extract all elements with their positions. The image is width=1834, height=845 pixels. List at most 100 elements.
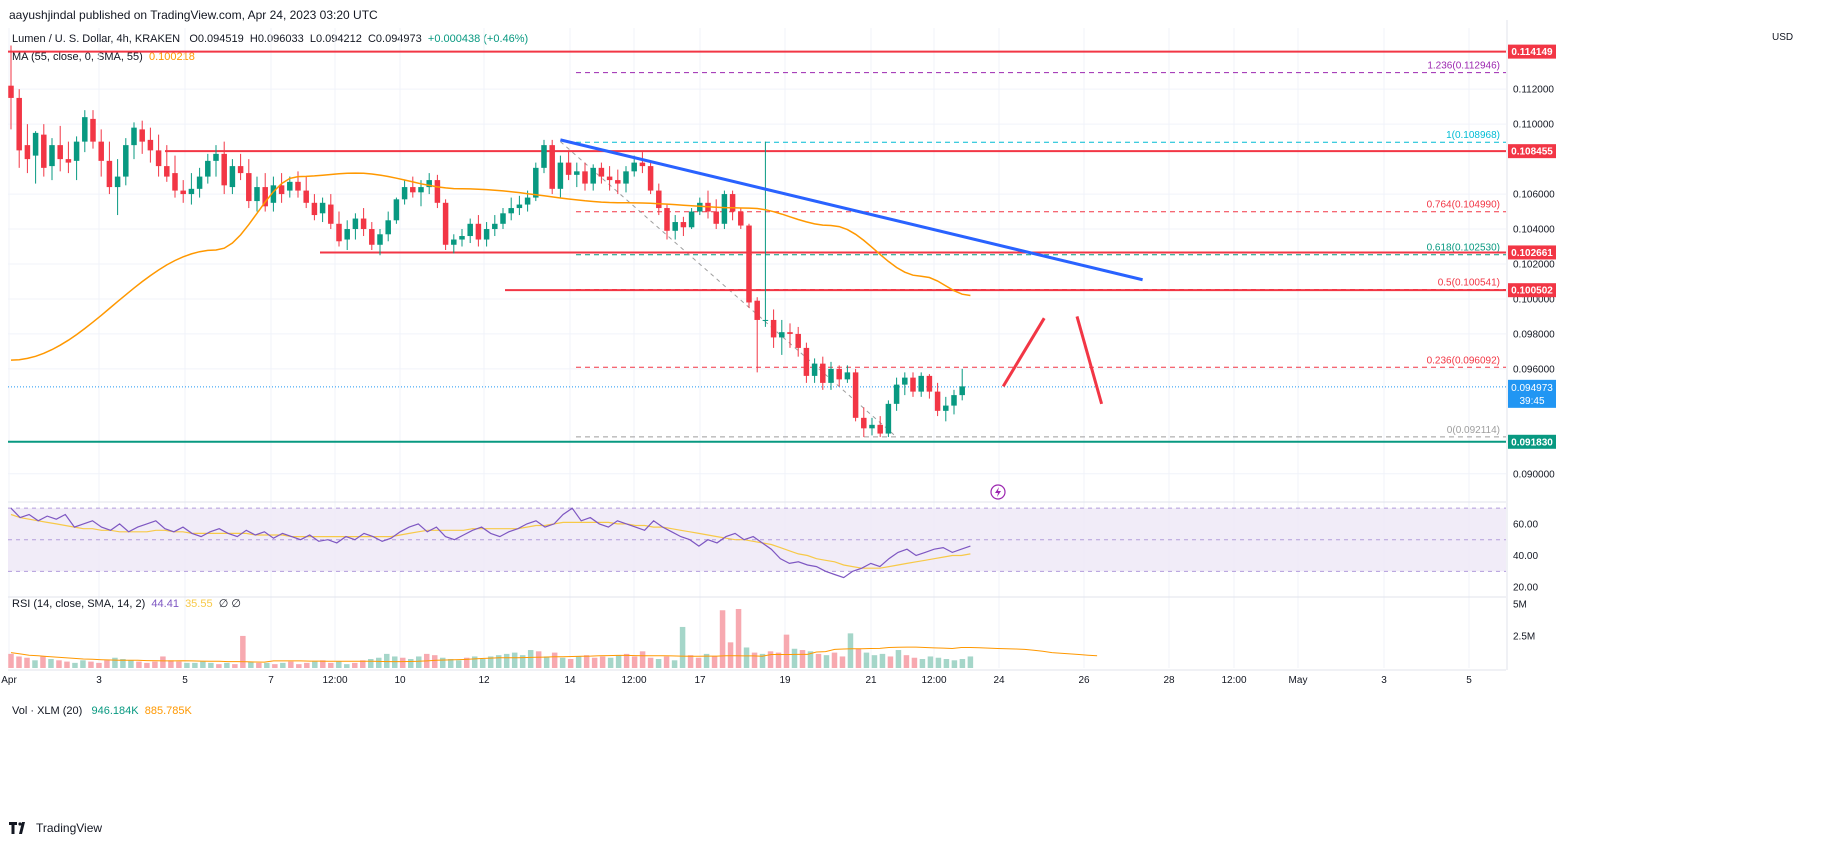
candle[interactable]	[705, 190, 711, 219]
candle[interactable]	[8, 45, 14, 130]
candle[interactable]	[787, 323, 793, 348]
candle[interactable]	[172, 155, 178, 198]
candle[interactable]	[287, 176, 293, 198]
candle[interactable]	[770, 309, 777, 348]
candle[interactable]	[352, 213, 359, 240]
candle[interactable]	[893, 377, 900, 411]
ma-label[interactable]: MA (55, close, 0, SMA, 55)	[12, 51, 143, 63]
candle[interactable]	[229, 159, 236, 195]
candle[interactable]	[811, 358, 818, 383]
fib-trend-line[interactable]	[560, 141, 897, 438]
candle[interactable]	[180, 180, 186, 203]
candle[interactable]	[508, 197, 514, 221]
candle[interactable]	[360, 208, 367, 237]
candle[interactable]	[951, 389, 957, 415]
candle[interactable]	[319, 197, 326, 223]
candle[interactable]	[246, 159, 252, 209]
candle[interactable]	[738, 208, 744, 230]
candle[interactable]	[943, 396, 949, 422]
candle[interactable]	[295, 171, 301, 198]
candle[interactable]	[41, 124, 47, 177]
candle[interactable]	[852, 368, 859, 422]
candle[interactable]	[762, 141, 769, 327]
candle[interactable]	[123, 138, 129, 186]
candle[interactable]	[729, 190, 736, 221]
candle[interactable]	[565, 150, 572, 181]
candle[interactable]	[844, 365, 851, 383]
candle[interactable]	[918, 372, 924, 397]
candle[interactable]	[713, 199, 719, 230]
candle[interactable]	[934, 382, 941, 417]
candle[interactable]	[139, 120, 145, 154]
candle[interactable]	[549, 139, 555, 195]
candle[interactable]	[885, 400, 892, 438]
candle[interactable]	[475, 215, 482, 247]
candle[interactable]	[828, 361, 834, 390]
candle[interactable]	[426, 173, 432, 195]
candle[interactable]	[541, 139, 547, 174]
candle[interactable]	[369, 222, 375, 251]
candle[interactable]	[114, 159, 121, 216]
candle[interactable]	[803, 342, 810, 383]
candle[interactable]	[467, 218, 473, 244]
candle[interactable]	[278, 173, 285, 203]
candle[interactable]	[303, 176, 309, 209]
candle[interactable]	[606, 166, 613, 191]
candle[interactable]	[254, 176, 260, 212]
candle[interactable]	[188, 173, 195, 205]
rsi-line[interactable]	[10, 507, 971, 579]
candle[interactable]	[401, 180, 408, 205]
candle[interactable]	[500, 208, 506, 230]
candle[interactable]	[647, 162, 654, 195]
candle[interactable]	[336, 211, 342, 247]
candle[interactable]	[385, 211, 391, 242]
candle[interactable]	[32, 131, 39, 184]
candle[interactable]	[492, 215, 498, 237]
candle[interactable]	[410, 176, 416, 198]
candle[interactable]	[237, 153, 244, 181]
candle[interactable]	[557, 155, 564, 198]
volume-label[interactable]: Vol · XLM (20)	[12, 705, 83, 717]
candle[interactable]	[688, 208, 695, 230]
candle[interactable]	[57, 125, 63, 172]
candle[interactable]	[164, 145, 170, 182]
candle[interactable]	[16, 89, 22, 168]
candle[interactable]	[795, 326, 801, 357]
candle[interactable]	[221, 141, 227, 195]
candle[interactable]	[656, 183, 662, 216]
tradingview-footer[interactable]: TradingView	[9, 821, 102, 835]
candle[interactable]	[516, 195, 523, 216]
candle[interactable]	[959, 368, 965, 401]
candle[interactable]	[574, 162, 580, 188]
candle[interactable]	[664, 204, 670, 240]
candle[interactable]	[459, 229, 465, 247]
candle[interactable]	[672, 215, 678, 240]
rsi-label[interactable]: RSI (14, close, SMA, 14, 2)	[12, 598, 146, 610]
candle[interactable]	[746, 223, 752, 308]
candle[interactable]	[328, 194, 334, 230]
candle[interactable]	[680, 216, 687, 237]
candle[interactable]	[861, 407, 867, 438]
candle[interactable]	[451, 234, 457, 254]
projection-down-line[interactable]	[1075, 316, 1104, 405]
candle[interactable]	[615, 169, 621, 195]
candle[interactable]	[598, 162, 605, 184]
candle[interactable]	[24, 124, 31, 174]
candle[interactable]	[877, 416, 883, 438]
candle[interactable]	[836, 365, 842, 387]
candle[interactable]	[311, 194, 318, 221]
candle[interactable]	[623, 166, 629, 193]
candle[interactable]	[779, 319, 785, 355]
candle[interactable]	[205, 153, 211, 184]
candle[interactable]	[393, 197, 400, 224]
candle[interactable]	[926, 374, 933, 399]
candle[interactable]	[196, 167, 203, 198]
candle[interactable]	[73, 136, 80, 181]
candle[interactable]	[902, 372, 908, 396]
moving-average-line[interactable]	[10, 172, 971, 361]
candle[interactable]	[98, 129, 104, 177]
candle[interactable]	[65, 141, 72, 174]
candle[interactable]	[155, 134, 162, 177]
candle[interactable]	[270, 176, 277, 212]
candle[interactable]	[721, 190, 728, 230]
